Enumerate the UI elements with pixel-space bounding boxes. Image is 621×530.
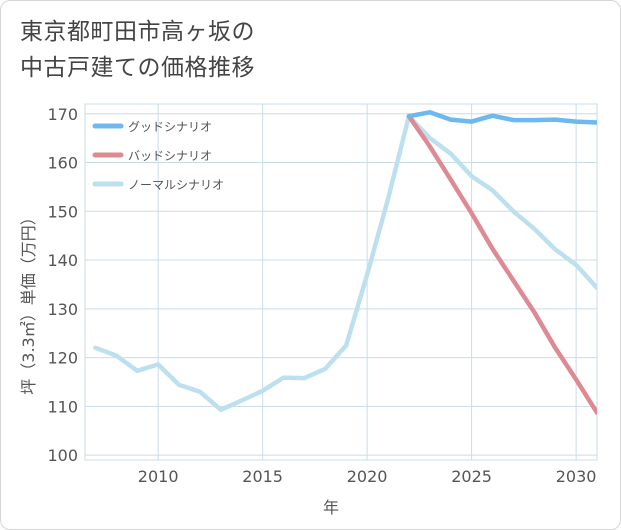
legend-label: バッドシナリオ	[128, 149, 212, 163]
x-tick-label: 2020	[347, 467, 388, 486]
y-tick-label: 160	[47, 154, 78, 173]
y-tick-label: 150	[47, 202, 78, 221]
y-tick-label: 140	[47, 251, 78, 270]
y-tick-label: 110	[47, 397, 78, 416]
legend-label: グッドシナリオ	[128, 120, 212, 134]
series-line-0	[406, 110, 597, 125]
x-tick-label: 2010	[138, 467, 179, 486]
chart-title: 東京都町田市高ヶ坂の 中古戸建ての価格推移	[20, 14, 255, 86]
grid-lines	[84, 103, 598, 461]
x-axis-ticks: 2010 2015 2020 2025 2030	[138, 467, 597, 486]
chart-title-line1: 東京都町田市高ヶ坂の	[20, 19, 255, 45]
x-tick-label: 2030	[556, 467, 597, 486]
series-line-2	[93, 113, 597, 413]
x-axis-label: 年	[323, 498, 339, 517]
y-axis-label: 坪（3.3㎡）単価（万円）	[19, 209, 38, 394]
plot-border	[84, 103, 598, 461]
y-tick-label: 120	[47, 349, 78, 368]
legend-label: ノーマルシナリオ	[128, 178, 224, 192]
chart-title-line2: 中古戸建ての価格推移	[20, 55, 255, 81]
y-tick-label: 130	[47, 300, 78, 319]
x-tick-label: 2015	[242, 467, 283, 486]
y-axis-ticks: 100 110 120 130 140 150 160 170	[47, 105, 78, 465]
x-tick-label: 2025	[451, 467, 492, 486]
series-lines	[93, 110, 597, 415]
y-tick-label: 170	[47, 105, 78, 124]
series-line-1	[406, 113, 597, 415]
y-tick-label: 100	[47, 446, 78, 465]
